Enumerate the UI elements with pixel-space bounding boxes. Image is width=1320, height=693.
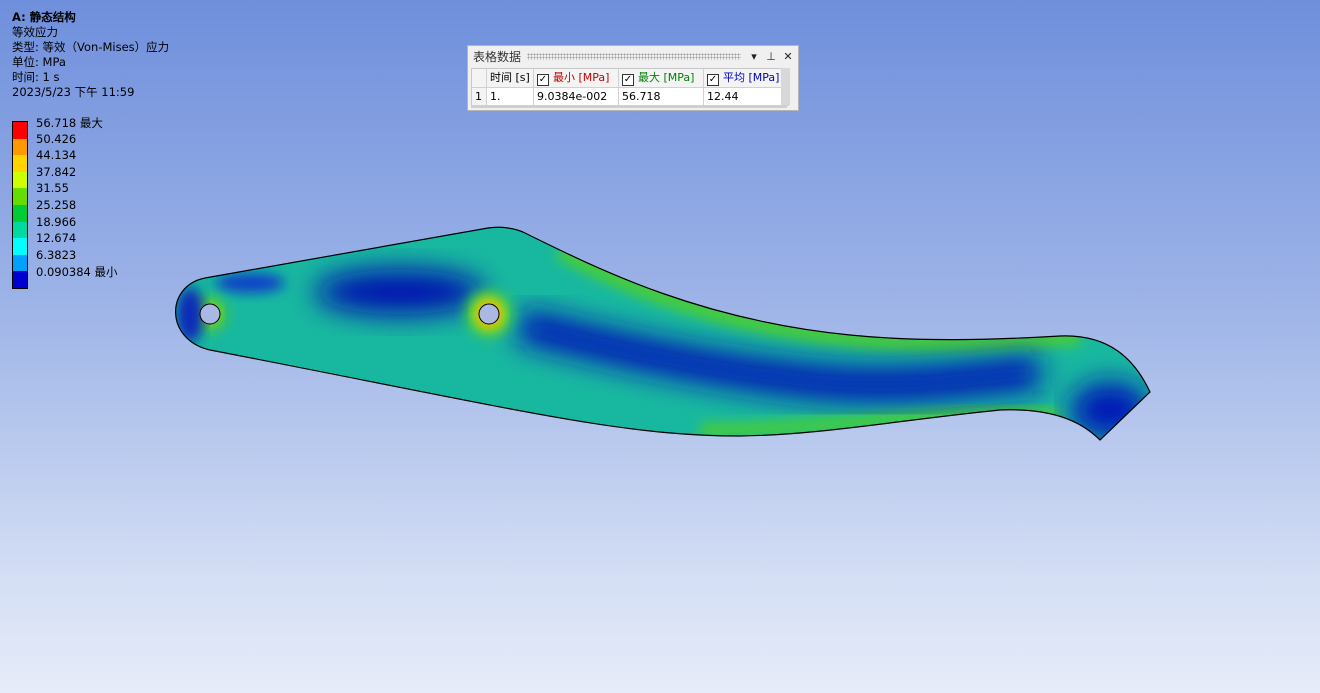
grid-header-row: 时间 [s] ✓ 最小 [MPa] ✓ 最大 [MPa] ✓ 平均 [MPa]	[472, 69, 788, 88]
col-header-time[interactable]: 时间 [s]	[487, 69, 534, 87]
legend-swatch	[13, 155, 27, 172]
horizontal-scrollbar[interactable]	[471, 105, 787, 108]
cell-avg[interactable]: 12.44	[704, 88, 788, 106]
table-row[interactable]: 1 1. 9.0384e-002 56.718 12.44	[472, 88, 788, 106]
part-outline	[175, 226, 1151, 441]
cell-max[interactable]: 56.718	[619, 88, 704, 106]
legend-swatch	[13, 238, 27, 255]
legend-swatch	[13, 188, 27, 205]
result-datetime: 2023/5/23 下午 11:59	[12, 85, 135, 99]
tabular-data-panel[interactable]: 表格数据 ▾ ⊥ ✕ 时间 [s] ✓ 最小 [MPa] ✓ 最大 [MPa] ✓ 平…	[467, 45, 799, 111]
analysis-title: A: 静态结构	[12, 10, 76, 24]
panel-header[interactable]: 表格数据 ▾ ⊥ ✕	[468, 46, 798, 66]
result-time: 时间: 1 s	[12, 70, 60, 84]
pin-hole-middle	[478, 303, 500, 325]
checkbox-checked-icon[interactable]: ✓	[537, 74, 549, 86]
result-unit: 单位: MPa	[12, 55, 66, 69]
col-header-avg-label: 平均 [MPa]	[723, 71, 780, 84]
col-header-max[interactable]: ✓ 最大 [MPa]	[619, 69, 704, 87]
legend-swatch	[13, 204, 27, 222]
col-header-min-label: 最小 [MPa]	[553, 71, 610, 84]
legend-swatch	[13, 138, 27, 156]
legend-label: 44.134	[36, 148, 77, 163]
checkbox-checked-icon[interactable]: ✓	[622, 74, 634, 86]
legend-label: 50.426	[36, 131, 77, 146]
legend-swatch	[13, 122, 27, 139]
legend-swatch	[13, 171, 27, 189]
legend-label: 31.55	[36, 181, 69, 196]
col-header-min[interactable]: ✓ 最小 [MPa]	[534, 69, 619, 87]
legend-swatch	[13, 271, 27, 288]
col-header-max-label: 最大 [MPa]	[638, 71, 695, 84]
close-icon[interactable]: ✕	[783, 49, 793, 63]
checkbox-checked-icon[interactable]: ✓	[707, 74, 719, 86]
legend-label: 25.258	[36, 198, 77, 212]
result-name: 等效应力	[12, 25, 58, 39]
result-info: A: 静态结构 等效应力 类型: 等效（Von-Mises）应力 单位: MPa…	[12, 10, 169, 100]
legend-label: 6.3823	[36, 247, 77, 262]
legend-label: 12.674	[36, 231, 77, 246]
row-index[interactable]: 1	[472, 88, 487, 106]
legend-swatch	[13, 254, 27, 272]
corner-cell[interactable]	[472, 69, 487, 87]
legend-swatch	[13, 221, 27, 239]
pin-hole-left	[199, 303, 221, 325]
legend-label: 18.966	[36, 214, 77, 229]
dropdown-icon[interactable]: ▾	[751, 49, 757, 63]
legend-label: 56.718 最大	[36, 116, 103, 130]
cell-min[interactable]: 9.0384e-002	[534, 88, 619, 106]
legend-label: 0.090384 最小	[36, 265, 118, 280]
drag-grip[interactable]	[527, 52, 741, 60]
cell-time[interactable]: 1.	[487, 88, 534, 106]
vertical-scrollbar[interactable]	[781, 68, 790, 105]
data-grid[interactable]: 时间 [s] ✓ 最小 [MPa] ✓ 最大 [MPa] ✓ 平均 [MPa] 1 1…	[471, 68, 789, 106]
legend-color-bar	[12, 121, 28, 289]
result-type: 类型: 等效（Von-Mises）应力	[12, 40, 170, 54]
col-header-avg[interactable]: ✓ 平均 [MPa]	[704, 69, 788, 87]
pin-icon[interactable]: ⊥	[766, 49, 776, 63]
legend-label: 37.842	[36, 164, 77, 179]
panel-title: 表格数据	[473, 49, 522, 64]
